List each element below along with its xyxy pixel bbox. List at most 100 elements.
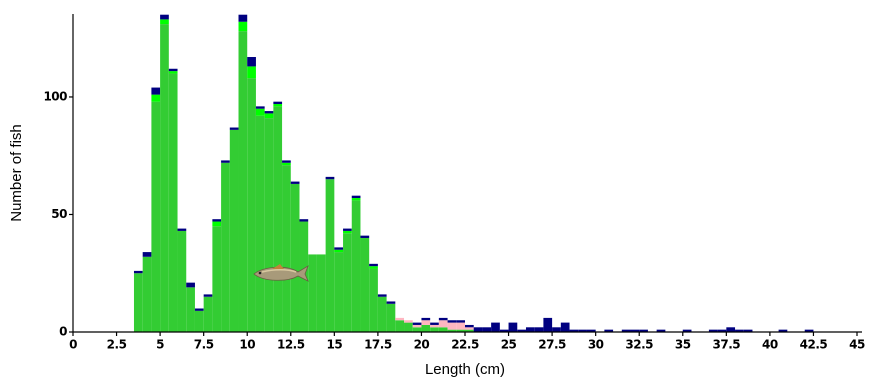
histogram-bar [438, 327, 448, 332]
histogram-bar [203, 296, 213, 332]
histogram-bar [735, 329, 744, 332]
histogram-bar [255, 115, 265, 333]
histogram-bar [282, 162, 291, 166]
histogram-bar [560, 322, 570, 332]
x-tick-label: 32.5 [625, 338, 653, 352]
histogram-bar [456, 320, 465, 323]
histogram-bar [421, 324, 431, 332]
x-tick-label: 25 [501, 338, 517, 352]
histogram-bar [456, 322, 465, 330]
histogram-bar [247, 57, 256, 67]
x-tick-label: 42.5 [800, 338, 828, 352]
histogram-bar [264, 111, 274, 114]
histogram-bar [369, 268, 378, 332]
histogram-bar [212, 226, 222, 332]
x-tick-label: 10 [239, 338, 255, 352]
histogram-bar [430, 327, 439, 332]
histogram-bar [447, 329, 457, 332]
histogram-bar [708, 329, 718, 332]
histogram-bar [499, 329, 509, 332]
histogram-bar [177, 228, 187, 231]
histogram-bar [299, 219, 309, 222]
histogram-bar [247, 66, 256, 79]
x-axis-label: Length (cm) [425, 361, 505, 378]
histogram-bar [273, 101, 283, 105]
histogram-bar [421, 317, 431, 321]
histogram-bar [273, 106, 283, 332]
histogram-bar [133, 270, 143, 274]
histogram-bar [438, 320, 448, 328]
histogram-bar [743, 329, 753, 332]
histogram-bar [168, 68, 178, 72]
histogram-bar [238, 21, 248, 32]
histogram-bar [264, 113, 274, 119]
histogram-bar [290, 181, 300, 184]
histogram-bar [569, 329, 579, 332]
histogram-bar [421, 320, 431, 325]
histogram-bar [360, 237, 370, 332]
histogram-bar [447, 320, 457, 323]
histogram-bar [203, 294, 213, 297]
histogram-bar [343, 228, 352, 231]
histogram-bar [430, 322, 439, 325]
histogram-bar [586, 329, 596, 332]
histogram-bar [360, 235, 370, 238]
histogram-bar [377, 296, 387, 332]
histogram-bar [168, 71, 178, 74]
histogram-bar [334, 247, 344, 250]
histogram-bar [621, 329, 631, 332]
x-tick-label: 40 [762, 338, 778, 352]
x-tick-label: 20 [414, 338, 430, 352]
histogram-bar [221, 160, 230, 163]
histogram-bar [351, 195, 361, 199]
histogram-bar [395, 317, 405, 321]
histogram-bar [482, 327, 492, 332]
histogram-bar [238, 14, 248, 22]
x-tick-label: 5 [156, 338, 164, 352]
histogram-bar [543, 317, 553, 332]
histogram-bar [334, 252, 344, 332]
histogram-bar [160, 24, 169, 332]
histogram-bar [142, 252, 152, 257]
histogram-bar [308, 254, 317, 332]
histogram-bar [639, 329, 648, 332]
histogram-bar [264, 118, 274, 332]
histogram-bar [351, 200, 361, 332]
histogram-bar [255, 108, 265, 116]
histogram-bar [404, 322, 413, 332]
y-tick-label: 50 [51, 207, 67, 221]
x-tick-label: 22.5 [451, 338, 479, 352]
histogram-bar [133, 273, 143, 332]
histogram-bar [142, 256, 152, 332]
histogram-bar [465, 327, 474, 330]
histogram-bar [177, 230, 187, 332]
x-tick-label: 2.5 [107, 338, 127, 352]
histogram-bar [578, 329, 587, 332]
histogram-bar [369, 266, 378, 269]
fish-icon [253, 264, 309, 282]
bars [133, 14, 814, 333]
histogram-bar [525, 327, 535, 332]
histogram-bar [438, 317, 448, 321]
histogram-bar [247, 78, 256, 332]
x-tick-label: 30 [588, 338, 604, 352]
histogram-bar [238, 31, 248, 332]
histogram-bar [212, 219, 222, 222]
histogram-bar [517, 329, 526, 332]
x-tick-label: 27.5 [538, 338, 566, 352]
histogram-bar [447, 322, 457, 330]
histogram-bar [412, 322, 422, 325]
histogram-bar [778, 329, 788, 332]
histogram-bar [316, 254, 326, 332]
histogram-bar [404, 320, 413, 323]
histogram-bar [604, 329, 614, 332]
histogram-bar [194, 308, 204, 311]
histogram-bar [682, 329, 692, 332]
histogram-bar [151, 101, 161, 332]
histogram-bar [221, 162, 230, 332]
x-tick-label: 7.5 [194, 338, 214, 352]
histogram-bar [386, 303, 396, 332]
histogram-bar [430, 324, 439, 328]
x-tick-label: 35 [675, 338, 691, 352]
